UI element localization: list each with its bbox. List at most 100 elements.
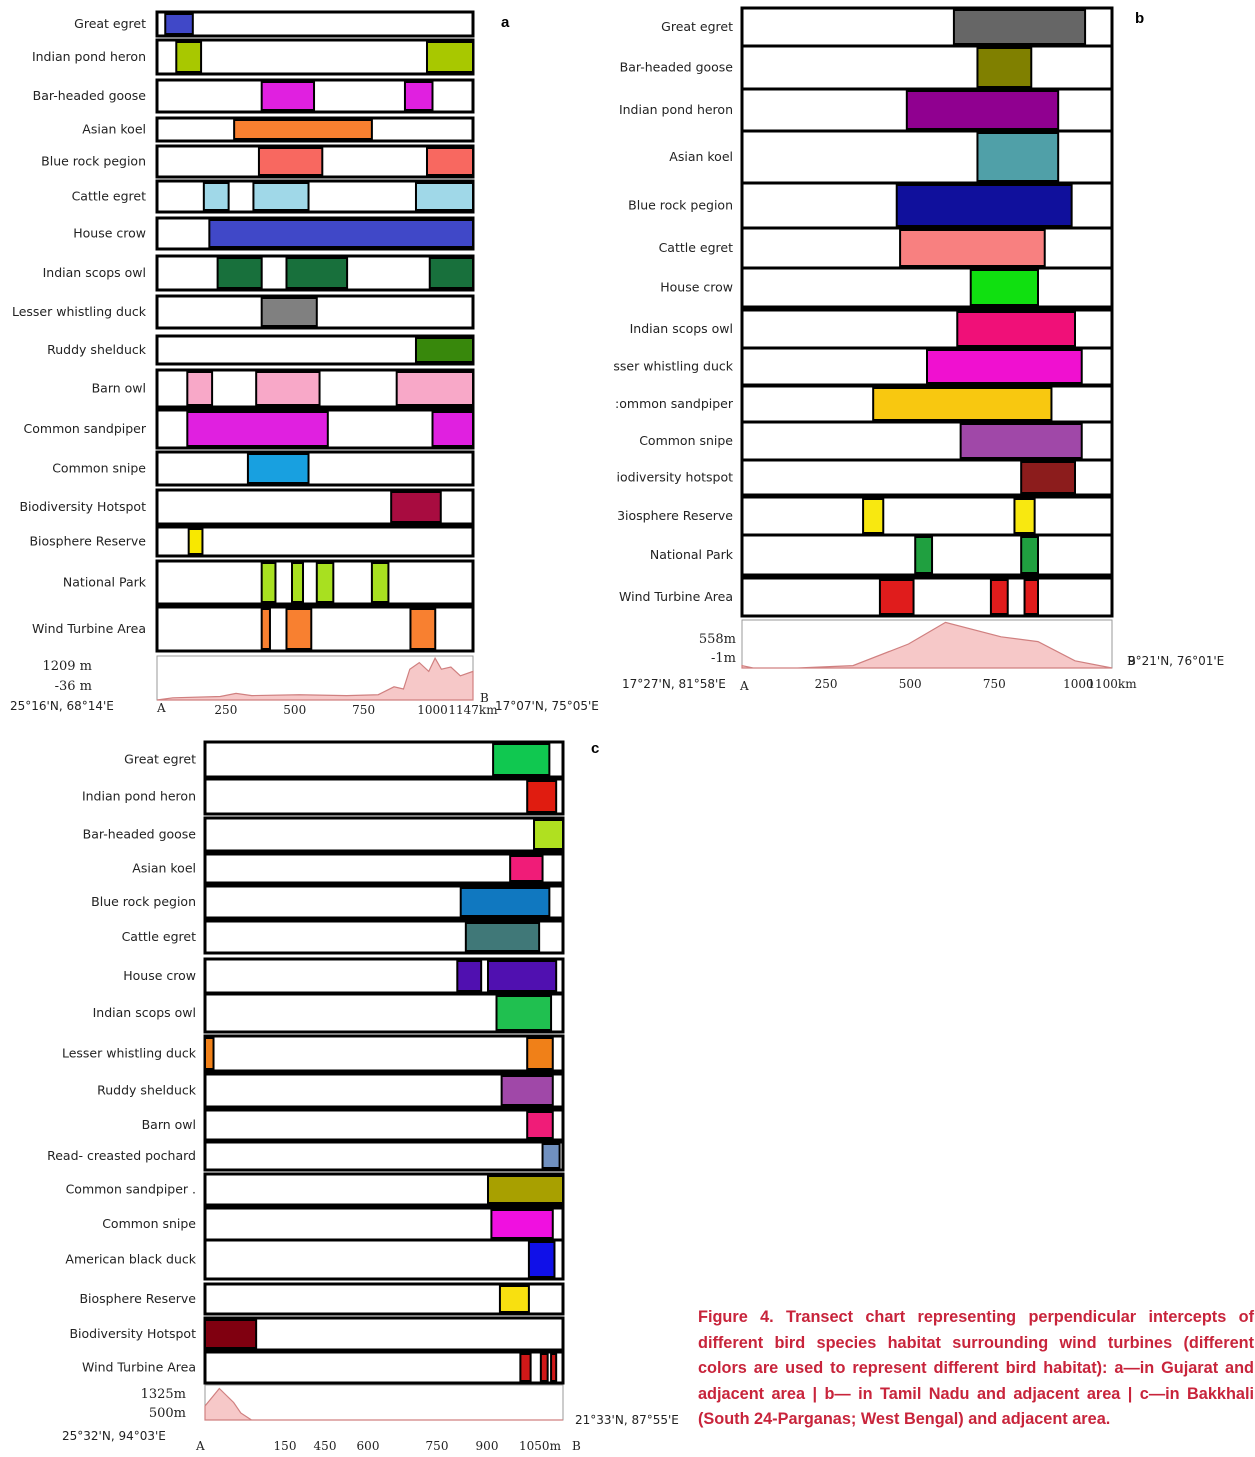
habitat-segment <box>285 257 349 289</box>
row-label: :ommon sandpiper <box>615 396 734 411</box>
transect-row: Indian scops owl <box>43 254 475 292</box>
habitat-segment <box>414 182 474 211</box>
transect-row: Bar-headed goose <box>620 44 1114 91</box>
row-bar <box>203 816 565 853</box>
row-label: 3iosphere Reserve <box>617 508 733 523</box>
row-bar <box>740 495 1114 537</box>
transect-row: Bar-headed goose <box>83 816 565 853</box>
habitat-segment <box>498 1285 530 1313</box>
habitat-segment <box>976 47 1033 88</box>
habitat-segment <box>969 269 1039 306</box>
panel-label-b: b <box>1135 10 1145 27</box>
row-label: Asian koel <box>669 149 733 164</box>
row-label: Bar-headed goose <box>33 88 147 103</box>
habitat-segment <box>539 1353 549 1382</box>
row-bar <box>203 1350 565 1385</box>
habitat-segment <box>492 743 551 776</box>
start-coordinate: 17°27'N, 81°58'E <box>622 677 726 691</box>
distance-tick-label: 900 <box>476 1439 499 1453</box>
habitat-segment <box>495 995 553 1031</box>
transect-row: Indian pond heron <box>619 87 1114 133</box>
row-label: Cattle egret <box>72 189 147 204</box>
habitat-segment <box>409 608 437 650</box>
panel-label-a: a <box>501 14 510 31</box>
habitat-segment <box>208 219 474 248</box>
row-label: Indian scops owl <box>630 321 733 336</box>
panel-c: Great egret Indian pond heron Bar-headed g… <box>0 730 700 1457</box>
row-label: Read- creasted pochard <box>47 1148 196 1163</box>
start-coordinate: 25°16'N, 68°14'E <box>10 699 114 713</box>
habitat-segment <box>414 337 474 363</box>
habitat-segment <box>486 960 558 992</box>
habitat-segment <box>425 147 474 176</box>
distance-tick-label: 1050m <box>519 1439 562 1453</box>
distance-tick-label: 1147km <box>448 703 498 717</box>
row-label: House crow <box>660 280 733 295</box>
transect-chart-c: Great egret Indian pond heron Bar-headed g… <box>47 740 679 1453</box>
habitat-segment <box>186 411 329 447</box>
elevation-frame <box>204 1384 564 1421</box>
transect-row: House crow <box>73 216 475 251</box>
distance-tick-label: 1000 <box>1063 677 1094 691</box>
habitat-segment <box>257 147 324 176</box>
habitat-segment <box>315 562 335 603</box>
habitat-segment <box>1013 498 1036 534</box>
habitat-segment <box>976 132 1060 182</box>
transect-row: Cattle egret <box>72 179 475 214</box>
point-a-label: A <box>739 679 749 693</box>
row-label: sser whistling duck <box>613 359 733 374</box>
distance-tick-label: 250 <box>815 677 838 691</box>
row-label: House crow <box>123 968 196 983</box>
habitat-segment <box>216 257 263 289</box>
elevation-min-label: -1m <box>711 651 736 666</box>
row-label: Common sandpiper . <box>66 1182 196 1197</box>
row-label: Common snipe <box>639 433 733 448</box>
distance-tick-label: 500 <box>899 677 922 691</box>
row-label: Wind Turbine Area <box>82 1360 196 1375</box>
transect-row: Indian pond heron <box>32 38 475 76</box>
habitat-segment <box>202 182 230 211</box>
panel-b: Great egret Bar-headed goose Indian pond h… <box>600 0 1255 720</box>
distance-tick-label: 500 <box>283 703 306 717</box>
habitat-segment <box>390 491 442 523</box>
habitat-segment <box>486 1175 564 1204</box>
habitat-segment <box>285 608 313 650</box>
elevation-min-label: 500m <box>149 1406 186 1421</box>
transect-row: American black duck <box>65 1238 565 1281</box>
row-label: Biosphere Reserve <box>29 534 146 549</box>
row-label: Biosphere Reserve <box>79 1291 196 1306</box>
end-coordinate: 21°33'N, 87°55'E <box>575 1413 679 1427</box>
row-label: Asian koel <box>132 861 196 876</box>
row-label: National Park <box>63 575 147 590</box>
row-label: Barn owl <box>142 1117 196 1132</box>
transect-row: Lesser whistling duck <box>62 1034 565 1073</box>
transect-chart-a: Great egret Indian pond heron Bar-headed g… <box>10 10 599 717</box>
transect-row: Indian pond heron <box>82 777 565 816</box>
row-bar <box>155 450 475 487</box>
habitat-segment <box>260 297 318 327</box>
transect-row: Wind Turbine Area <box>619 576 1114 618</box>
row-bar <box>740 576 1114 618</box>
row-label: Indian pond heron <box>619 102 733 117</box>
habitat-segment <box>490 1209 554 1239</box>
row-bar <box>203 1238 565 1281</box>
habitat-segment <box>370 562 390 603</box>
transect-row: Cattle egret <box>122 919 565 955</box>
habitat-segment <box>431 411 475 447</box>
row-label: Indian scops owl <box>93 1005 196 1020</box>
transect-row: Common sandpiper <box>24 408 475 450</box>
figure-caption: Figure 4. Transect chart representing pe… <box>698 1305 1254 1433</box>
habitat-segment <box>233 119 373 140</box>
habitat-segment <box>526 780 558 813</box>
transect-row: Biosphere Reserve <box>29 525 475 558</box>
habitat-segment <box>252 182 310 211</box>
transect-chart-b: Great egret Bar-headed goose Indian pond h… <box>613 6 1224 693</box>
row-label: Ruddy shelduck <box>47 342 147 357</box>
elevation-area <box>156 656 474 701</box>
point-a-label: A <box>156 701 166 715</box>
habitat-segment <box>914 536 934 574</box>
distance-tick-label: 150 <box>274 1439 297 1453</box>
row-label: National Park <box>650 547 734 562</box>
panel-label-c: c <box>591 740 600 757</box>
row-label: Asian koel <box>82 122 146 137</box>
